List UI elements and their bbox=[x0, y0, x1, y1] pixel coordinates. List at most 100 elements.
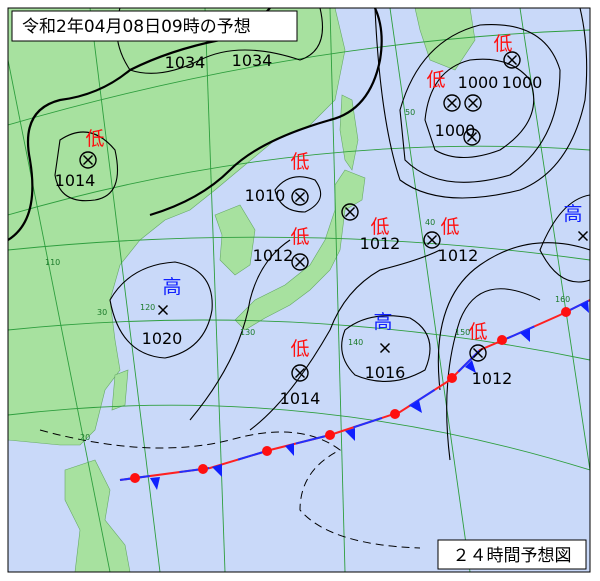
center-ring bbox=[464, 94, 482, 112]
center-ring bbox=[291, 364, 309, 382]
parallel bbox=[8, 404, 590, 471]
title: 令和2年04月08日09時の予想 bbox=[22, 17, 251, 37]
isobar-label: 1000 bbox=[502, 73, 543, 92]
isobar-label: 1034 bbox=[232, 51, 273, 70]
title-box bbox=[11, 10, 298, 42]
isobar bbox=[374, 8, 588, 199]
system-label: 低 bbox=[493, 33, 512, 55]
cold-marks bbox=[150, 301, 589, 490]
grid-label: 40 bbox=[425, 218, 435, 227]
meridian bbox=[329, 8, 346, 572]
center-ring bbox=[341, 203, 359, 221]
center-mark bbox=[157, 304, 169, 316]
center-mark bbox=[344, 206, 356, 218]
meridian bbox=[89, 8, 161, 572]
pressure-label: 1012 bbox=[438, 246, 479, 265]
isobar bbox=[249, 249, 441, 431]
pressure-label: 1000 bbox=[435, 121, 476, 140]
pressure-label: 1020 bbox=[142, 329, 183, 348]
center-mark bbox=[294, 191, 306, 203]
pressure-label: 1014 bbox=[280, 389, 321, 408]
isobar bbox=[54, 131, 119, 202]
pressure-label: 1010 bbox=[245, 186, 286, 205]
isobar bbox=[446, 288, 541, 461]
center-ring bbox=[443, 94, 461, 112]
grid-label: 50 bbox=[405, 108, 415, 117]
center-mark bbox=[472, 347, 484, 359]
grid-label: 120 bbox=[140, 303, 155, 312]
isobar bbox=[116, 8, 324, 74]
center-mark bbox=[426, 234, 438, 246]
center-mark bbox=[506, 54, 518, 66]
system-label: 低 bbox=[440, 216, 459, 238]
system-label: 低 bbox=[290, 226, 309, 248]
center-ring bbox=[469, 344, 487, 362]
dashed-isobar bbox=[39, 429, 421, 549]
center-ring bbox=[423, 231, 441, 249]
isobar bbox=[539, 194, 590, 283]
system-label: 高 bbox=[373, 311, 392, 333]
grid-label: 160 bbox=[555, 295, 570, 304]
footer-box bbox=[437, 539, 587, 570]
footer: ２４時間予想図 bbox=[453, 546, 572, 566]
center-ring bbox=[503, 51, 521, 69]
system-label: 低 bbox=[426, 69, 445, 91]
center-mark bbox=[467, 97, 479, 109]
center-ring bbox=[463, 128, 481, 146]
grid-label: 130 bbox=[240, 328, 255, 337]
parallel bbox=[8, 29, 590, 126]
isobar bbox=[149, 8, 383, 217]
isobar bbox=[437, 242, 590, 391]
grid-label: 20 bbox=[80, 433, 90, 442]
system-label: 低 bbox=[85, 128, 104, 150]
korea bbox=[214, 204, 256, 276]
grid-label: 140 bbox=[348, 338, 363, 347]
system-label: 低 bbox=[468, 321, 487, 343]
grid-label: 150 bbox=[455, 328, 470, 337]
isobar bbox=[109, 261, 213, 359]
isobar bbox=[341, 315, 431, 382]
isobar bbox=[399, 23, 561, 183]
parallel bbox=[8, 145, 590, 216]
center-mark bbox=[446, 97, 458, 109]
isobar bbox=[424, 58, 535, 158]
meridian bbox=[8, 59, 111, 572]
center-mark bbox=[379, 342, 391, 354]
center-mark bbox=[577, 230, 589, 242]
labels: 低1014低1010低1012低1012低1012低1000低高1020高101… bbox=[45, 33, 589, 442]
warm-marks bbox=[130, 307, 571, 483]
grid-label: 30 bbox=[97, 308, 107, 317]
system-label: 高 bbox=[162, 276, 181, 298]
system-label: 高 bbox=[563, 203, 582, 225]
meridian bbox=[389, 8, 471, 572]
center-mark bbox=[466, 131, 478, 143]
grid-label: 110 bbox=[45, 258, 60, 267]
center-mark bbox=[294, 367, 306, 379]
center-ring bbox=[291, 253, 309, 271]
pressure-label: 1012 bbox=[472, 369, 513, 388]
pressure-label: 1012 bbox=[253, 246, 294, 265]
front-cold-part bbox=[119, 299, 590, 481]
taiwan bbox=[111, 369, 129, 411]
isobar-label: 1000 bbox=[458, 73, 499, 92]
philippines bbox=[64, 459, 131, 572]
isobar bbox=[189, 239, 291, 421]
center-ring bbox=[291, 188, 309, 206]
center-mark bbox=[294, 256, 306, 268]
system-label: 低 bbox=[370, 216, 389, 238]
isobar bbox=[274, 176, 322, 213]
map-body: 低1014低1010低1012低1012低1012低1000低高1020高101… bbox=[8, 8, 590, 572]
isobar-label: 1034 bbox=[165, 53, 206, 72]
parallel bbox=[8, 319, 590, 361]
pressure-label: 1014 bbox=[55, 171, 96, 190]
system-label: 低 bbox=[290, 151, 309, 173]
japan bbox=[234, 169, 366, 331]
system-label: 低 bbox=[290, 338, 309, 360]
frame bbox=[7, 7, 591, 573]
meridian bbox=[204, 8, 226, 572]
center-mark bbox=[82, 154, 94, 166]
pressure-label: 1016 bbox=[365, 363, 406, 382]
center-ring bbox=[79, 151, 97, 169]
pressure-label: 1012 bbox=[360, 234, 401, 253]
